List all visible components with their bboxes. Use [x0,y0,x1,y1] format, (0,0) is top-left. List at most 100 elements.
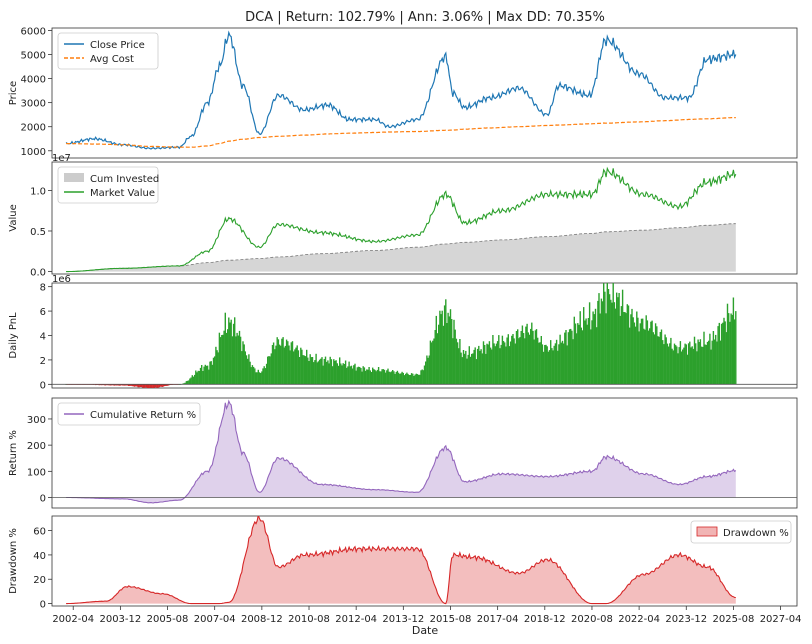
pnl-bar [512,334,514,385]
pnl-bar [509,341,512,385]
pnl-bar [255,372,257,385]
pnl-bar [132,384,134,387]
pnl-bar [296,345,298,385]
pnl-bar [730,313,732,385]
pnl-bar [327,360,329,385]
pnl-bar [316,362,318,385]
y-axis-label: Return % [8,430,19,476]
pnl-bar [310,357,313,385]
legend: Cumulative Return % [57,402,201,426]
pnl-bar [603,283,605,385]
pnl-bar [489,347,492,385]
pnl-bar [192,376,195,385]
y-tick-label: 3000 [21,99,46,110]
pnl-bar [547,351,549,385]
pnl-bar [580,327,582,385]
pnl-bar [427,357,429,385]
pnl-bar [684,343,686,385]
y-axis-label: Drawdown % [8,528,19,594]
legend-label: Drawdown % [723,528,789,539]
pnl-bar [613,302,616,385]
pnl-bar [333,359,335,385]
pnl-bar [643,328,645,385]
x-tick-label: 2010-08 [288,614,330,625]
pnl-bar [659,332,661,385]
pnl-bar [344,360,347,385]
pnl-bar [245,355,248,385]
pnl-bar [728,313,730,385]
pnl-bar [507,334,509,385]
pnl-bar [463,353,466,385]
pnl-bar [578,324,580,385]
pnl-bar [238,330,241,385]
legend-label: Market Value [90,188,155,199]
x-tick-label: 2008-12 [241,614,283,625]
pnl-bar [221,335,223,385]
pnl-bar [540,336,542,385]
y-tick-label: 100 [27,467,46,478]
pnl-bar [362,366,364,385]
pnl-bar [206,365,209,385]
pnl-bar [478,345,480,385]
pnl-bar [302,355,304,385]
pnl-bar [447,312,449,385]
panel-1: 0.0 0.5 1.0 Value 1e7 Cum Invested Market Valu… [8,153,798,279]
pnl-bar [626,304,628,385]
pnl-bar [474,347,476,385]
pnl-bar [295,347,297,385]
pnl-bar [222,334,224,385]
pnl-bar [561,340,564,385]
legend-box [57,402,201,426]
pnl-bar [300,347,302,385]
legend: Cum Invested Market Value [57,166,159,204]
pnl-bar [611,302,613,385]
y-tick-label: 0 [40,600,46,611]
y-tick-label: 0.5 [30,227,46,238]
pnl-bar [339,357,341,385]
pnl-bar [420,370,422,385]
pnl-bar [594,308,597,385]
pnl-bar [156,384,158,388]
pnl-bar [311,357,314,385]
pnl-bar [340,363,342,385]
x-tick-label: 2003-12 [99,614,141,625]
series-area-0 [66,223,736,272]
plot-area [66,516,736,605]
pnl-bar [460,352,462,385]
pnl-bar [105,384,107,386]
pnl-bar [704,344,706,385]
pnl-bar [203,366,205,385]
pnl-bar [567,332,570,385]
y-axis-label: Value [8,204,19,231]
pnl-bar [117,384,119,386]
pnl-bar [667,346,670,385]
pnl-bar [454,329,456,385]
pnl-bar [537,337,539,385]
pnl-bar [272,342,275,385]
pnl-bar [663,344,665,385]
pnl-bar [486,343,488,385]
pnl-bar [555,339,558,385]
pnl-bar [716,341,718,385]
pnl-bar [341,365,343,385]
pnl-bar [326,361,328,385]
pnl-bar [606,283,608,385]
pnl-bar [291,341,294,385]
pnl-bar [249,361,251,385]
pnl-bar [370,372,373,385]
pnl-bar [590,329,592,385]
pnl-bar [218,332,221,385]
pnl-bar [436,333,439,385]
pnl-bar [442,325,445,385]
pnl-bar [258,372,261,385]
pnl-bar [373,369,375,385]
pnl-bar [293,351,295,385]
pnl-bar [410,373,413,385]
pnl-bar [379,371,381,385]
pnl-bar [426,355,428,385]
pnl-bar [487,344,489,385]
pnl-bar [356,367,358,385]
pnl-bar [476,348,479,385]
pnl-bar [164,384,166,386]
pnl-bar [455,338,458,385]
